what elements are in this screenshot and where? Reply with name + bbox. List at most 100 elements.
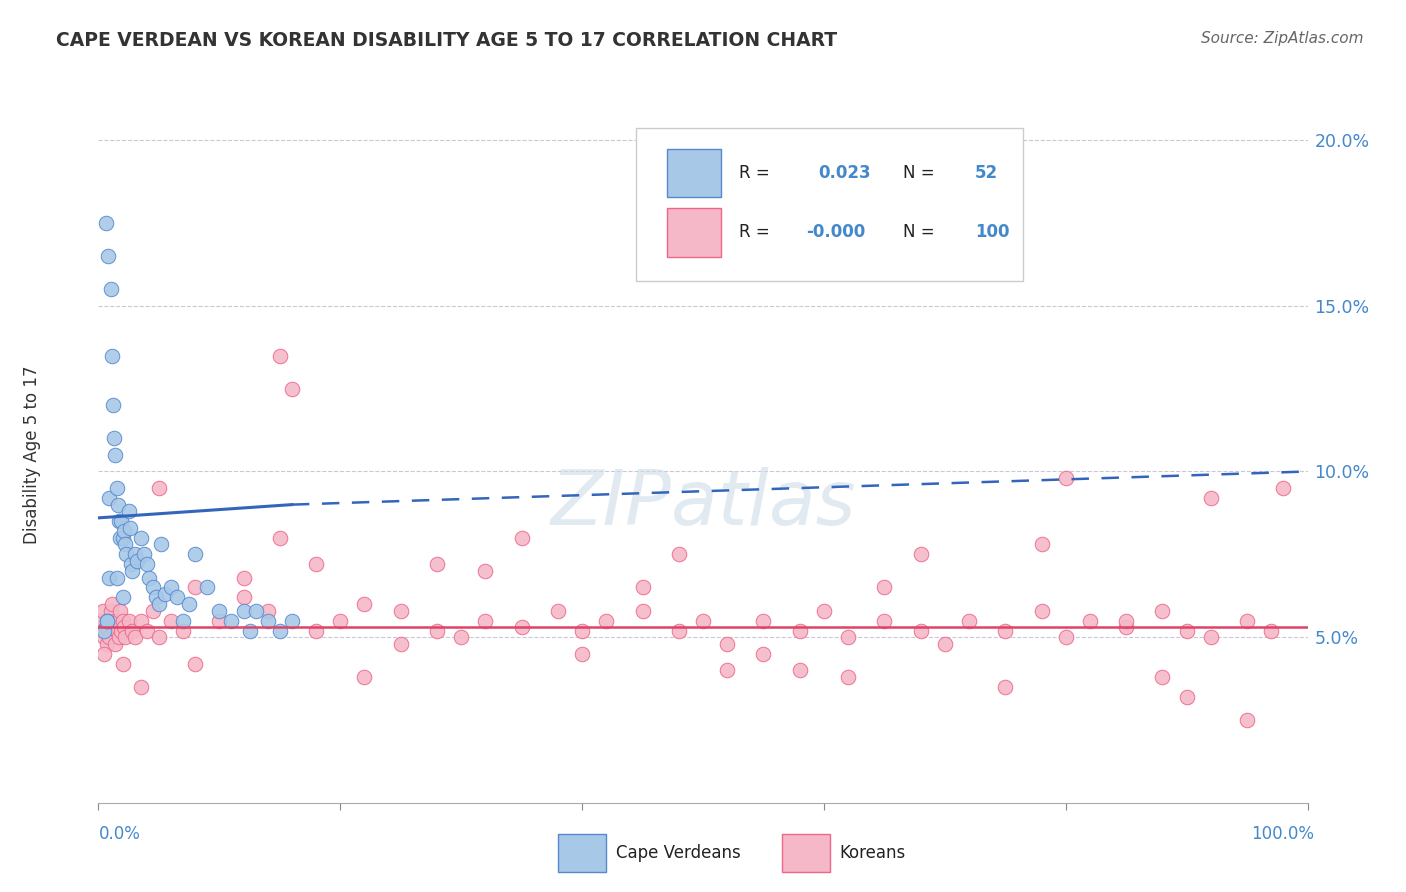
Point — [510, 531, 533, 545]
Point — [269, 349, 291, 363]
Point — [150, 537, 173, 551]
Point — [305, 624, 328, 638]
Point — [124, 547, 146, 561]
Point — [837, 630, 859, 644]
Point — [110, 514, 132, 528]
Point — [179, 597, 201, 611]
FancyBboxPatch shape — [666, 149, 721, 197]
Point — [96, 614, 118, 628]
Point — [1175, 690, 1198, 704]
Point — [873, 614, 896, 628]
Point — [93, 624, 115, 638]
Point — [716, 663, 738, 677]
Point — [100, 282, 122, 296]
Point — [107, 498, 129, 512]
Point — [837, 670, 859, 684]
Point — [166, 591, 188, 605]
Text: -0.000: -0.000 — [806, 223, 865, 241]
Point — [100, 604, 122, 618]
Point — [692, 614, 714, 628]
FancyBboxPatch shape — [637, 128, 1024, 281]
Point — [129, 680, 152, 694]
Text: Source: ZipAtlas.com: Source: ZipAtlas.com — [1201, 31, 1364, 46]
Point — [1031, 604, 1053, 618]
Text: CAPE VERDEAN VS KOREAN DISABILITY AGE 5 TO 17 CORRELATION CHART: CAPE VERDEAN VS KOREAN DISABILITY AGE 5 … — [56, 31, 838, 50]
FancyBboxPatch shape — [782, 834, 830, 872]
Point — [91, 624, 114, 638]
Point — [1078, 614, 1101, 628]
Text: Cape Verdeans: Cape Verdeans — [616, 844, 741, 862]
Point — [145, 591, 167, 605]
Point — [1236, 713, 1258, 727]
Point — [108, 630, 131, 644]
Point — [281, 614, 304, 628]
Point — [112, 524, 135, 538]
Point — [153, 587, 176, 601]
Point — [547, 604, 569, 618]
Point — [208, 614, 231, 628]
Text: Koreans: Koreans — [839, 844, 905, 862]
Point — [221, 614, 243, 628]
Point — [1152, 604, 1174, 618]
Point — [1115, 620, 1137, 634]
Point — [873, 581, 896, 595]
Point — [96, 614, 118, 628]
Point — [108, 531, 131, 545]
Point — [142, 604, 165, 618]
Point — [118, 614, 141, 628]
Point — [1175, 624, 1198, 638]
Point — [93, 630, 115, 644]
Point — [118, 504, 141, 518]
Point — [138, 570, 160, 584]
Point — [97, 249, 120, 263]
Point — [184, 657, 207, 671]
Point — [716, 637, 738, 651]
Text: Disability Age 5 to 17: Disability Age 5 to 17 — [22, 366, 41, 544]
Point — [100, 597, 122, 611]
Point — [813, 604, 835, 618]
Point — [105, 570, 128, 584]
Point — [172, 614, 194, 628]
Text: ZIPatlas: ZIPatlas — [550, 467, 856, 541]
Text: 0.0%: 0.0% — [98, 825, 141, 843]
Point — [631, 581, 654, 595]
Point — [111, 531, 134, 545]
Point — [789, 624, 811, 638]
Point — [353, 597, 375, 611]
Point — [120, 558, 142, 572]
Point — [98, 491, 121, 505]
Point — [1260, 624, 1282, 638]
Point — [195, 581, 218, 595]
Point — [281, 382, 304, 396]
Point — [101, 398, 124, 412]
Point — [135, 624, 157, 638]
Point — [114, 630, 136, 644]
Point — [160, 581, 183, 595]
Text: R =: R = — [740, 223, 770, 241]
Point — [1199, 630, 1222, 644]
Point — [571, 624, 593, 638]
Point — [111, 657, 134, 671]
Point — [1236, 614, 1258, 628]
Point — [389, 637, 412, 651]
Text: 100.0%: 100.0% — [1251, 825, 1315, 843]
Point — [957, 614, 980, 628]
Point — [148, 597, 170, 611]
Point — [98, 630, 121, 644]
Point — [910, 624, 932, 638]
Point — [789, 663, 811, 677]
Point — [994, 680, 1017, 694]
Point — [269, 531, 291, 545]
Point — [90, 614, 112, 628]
Point — [105, 624, 128, 638]
Point — [1054, 630, 1077, 644]
Text: 100: 100 — [976, 223, 1010, 241]
Point — [96, 637, 118, 651]
Point — [184, 581, 207, 595]
Point — [118, 521, 141, 535]
Point — [91, 604, 114, 618]
Point — [124, 630, 146, 644]
Text: N =: N = — [903, 164, 934, 182]
Point — [121, 564, 143, 578]
Point — [232, 604, 254, 618]
